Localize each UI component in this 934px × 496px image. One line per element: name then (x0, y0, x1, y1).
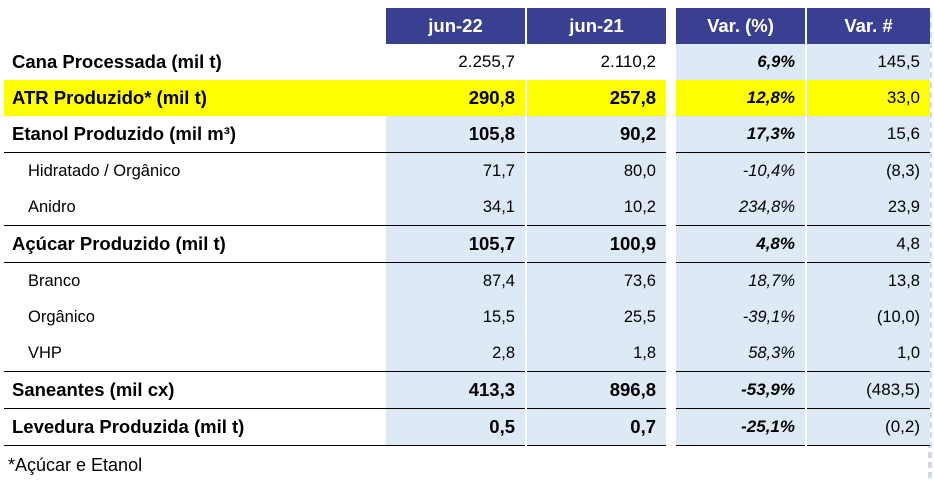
value-jun22: 15,5 (386, 299, 526, 335)
value-jun21: 90,2 (525, 116, 666, 153)
value-var-pct: 6,9% (676, 44, 806, 80)
value-jun21: 896,8 (525, 371, 666, 409)
row-label: Cana Processada (mil t) (12, 51, 222, 72)
row-label: Açúcar Produzido (mil t) (4, 225, 386, 263)
table-row: VHP 2,8 1,8 58,3% 1,0 (4, 335, 930, 372)
value-var-abs: (0,2) (805, 408, 930, 446)
value-var-abs: (10,0) (805, 299, 930, 335)
table-row: Orgânico 15,5 25,5 -39,1% (10,0) (4, 299, 930, 335)
column-header-jun21: jun-21 (525, 8, 666, 44)
production-table: jun-22 jun-21 Var. (%) Var. # Cana Proce… (4, 8, 930, 446)
decorative-edge-stripe (928, 12, 932, 482)
value-jun22: 0,5 (386, 408, 526, 446)
value-jun21: 2.110,2 (525, 44, 666, 80)
table-row: Branco 87,4 73,6 18,7% 13,8 (4, 262, 930, 299)
value-jun21: 25,5 (525, 299, 666, 335)
value-var-abs: 4,8 (805, 225, 930, 263)
row-label: Hidratado / Orgânico (28, 161, 181, 180)
column-header-var-pct: Var. (%) (676, 8, 806, 44)
value-jun22: 413,3 (386, 371, 526, 409)
value-var-abs: 23,9 (805, 189, 930, 226)
value-jun21: 257,8 (525, 80, 666, 116)
table-row-highlighted: ATR Produzido* (mil t) 290,8 257,8 12,8%… (4, 80, 930, 116)
value-var-pct: -39,1% (676, 299, 806, 335)
value-var-abs: 15,6 (805, 116, 930, 153)
column-header-var-abs: Var. # (805, 8, 930, 44)
value-jun22: 2.255,7 (386, 44, 526, 80)
value-jun21: 73,6 (525, 262, 666, 299)
value-var-abs: 1,0 (805, 335, 930, 372)
value-var-pct: 18,7% (676, 262, 806, 299)
value-var-pct: -53,9% (676, 371, 806, 409)
value-jun21: 80,0 (525, 152, 666, 189)
table-row: Açúcar Produzido (mil t) 105,7 100,9 4,8… (4, 225, 930, 263)
row-label: Anidro (28, 197, 76, 216)
value-var-abs: 13,8 (805, 262, 930, 299)
value-var-pct: -10,4% (676, 152, 806, 189)
row-label: ATR Produzido* (mil t) (4, 80, 386, 116)
header-row: jun-22 jun-21 Var. (%) Var. # (4, 8, 930, 44)
value-jun22: 290,8 (386, 80, 526, 116)
value-jun22: 34,1 (386, 189, 526, 226)
value-var-pct: 58,3% (676, 335, 806, 372)
value-jun21: 1,8 (525, 335, 666, 372)
row-label: Etanol Produzido (mil m³) (4, 116, 386, 153)
value-var-abs: (8,3) (805, 152, 930, 189)
table-row: Cana Processada (mil t) 2.255,7 2.110,2 … (4, 44, 930, 80)
row-label: VHP (28, 343, 62, 362)
value-var-pct: -25,1% (676, 408, 806, 446)
value-jun22: 2,8 (386, 335, 526, 372)
row-label: Branco (28, 271, 81, 290)
value-jun22: 71,7 (386, 152, 526, 189)
table-row: Hidratado / Orgânico 71,7 80,0 -10,4% (8… (4, 152, 930, 189)
table-row: Etanol Produzido (mil m³) 105,8 90,2 17,… (4, 116, 930, 153)
column-header-jun22: jun-22 (386, 8, 526, 44)
footnote: *Açúcar e Etanol (8, 455, 143, 475)
table-row: Anidro 34,1 10,2 234,8% 23,9 (4, 189, 930, 226)
value-jun21: 10,2 (525, 189, 666, 226)
row-label: Levedura Produzida (mil t) (4, 408, 386, 446)
value-jun22: 105,7 (386, 225, 526, 263)
value-var-pct: 12,8% (676, 80, 806, 116)
value-var-pct: 17,3% (676, 116, 806, 153)
value-var-abs: 145,5 (805, 44, 930, 80)
row-label: Orgânico (28, 307, 95, 326)
value-jun21: 100,9 (525, 225, 666, 263)
table-row: Levedura Produzida (mil t) 0,5 0,7 -25,1… (4, 408, 930, 446)
row-label: Saneantes (mil cx) (4, 371, 386, 409)
value-var-pct: 4,8% (676, 225, 806, 263)
value-jun22: 87,4 (386, 262, 526, 299)
value-jun21: 0,7 (525, 408, 666, 446)
value-var-abs: 33,0 (805, 80, 930, 116)
table-row: Saneantes (mil cx) 413,3 896,8 -53,9% (4… (4, 371, 930, 409)
value-var-abs: (483,5) (805, 371, 930, 409)
value-var-pct: 234,8% (676, 189, 806, 226)
value-jun22: 105,8 (386, 116, 526, 153)
